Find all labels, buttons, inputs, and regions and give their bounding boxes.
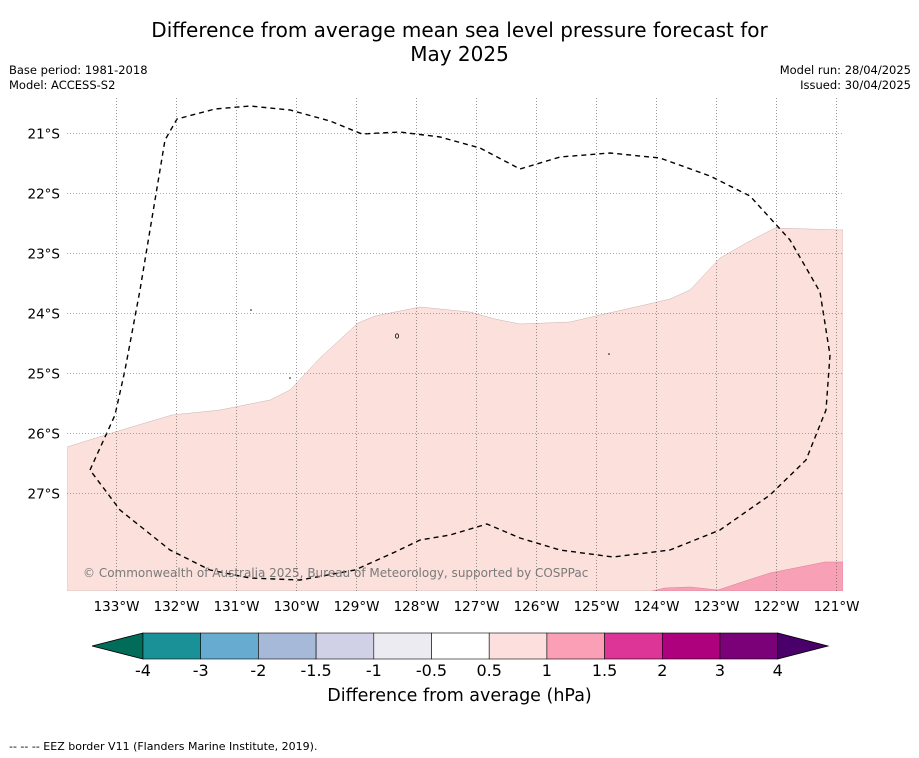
colorbar-tick-label: 1 — [542, 661, 552, 680]
colorbar-tick-label: -1.5 — [300, 661, 331, 680]
colorbar-tick-label: -0.5 — [416, 661, 447, 680]
graticule — [67, 98, 843, 591]
eez-footnote: -- -- -- EEZ border V11 (Flanders Marine… — [9, 740, 318, 753]
colorbar-segment — [200, 632, 259, 660]
model-name: Model: ACCESS-S2 — [9, 78, 116, 92]
meta-left: Base period: 1981-2018 Model: ACCESS-S2 — [9, 63, 148, 93]
colorbar-segment — [142, 632, 202, 660]
longitude-label: 121°W — [814, 599, 860, 615]
colorbar-under-arrow — [91, 632, 144, 660]
colorbar-tick-label: 0.5 — [476, 661, 501, 680]
colorbar-tick-label: 1.5 — [592, 661, 617, 680]
longitude-label: 129°W — [334, 599, 380, 615]
title-line-1: Difference from average mean sea level p… — [151, 18, 768, 42]
colorbar: -4 -3 -2 -1.5 -1 -0.5 0.5 1 1.5 2 3 4 — [91, 632, 830, 680]
model-run: Model run: 28/04/2025 — [779, 63, 911, 77]
island-marker — [394, 333, 399, 339]
latitude-label: 22°S — [28, 187, 61, 203]
colorbar-segment — [258, 632, 317, 660]
issued-date: Issued: 30/04/2025 — [800, 78, 911, 92]
longitude-label: 123°W — [694, 599, 740, 615]
latitude-label: 21°S — [28, 127, 61, 143]
colorbar-over-arrow — [777, 632, 830, 660]
colorbar-tick-label: -1 — [366, 661, 382, 680]
copyright-notice: © Commonwealth of Australia 2025, Bureau… — [83, 566, 588, 580]
longitude-label: 122°W — [754, 599, 800, 615]
longitude-label: 126°W — [514, 599, 560, 615]
colorbar-segment — [488, 632, 548, 660]
meta-right: Model run: 28/04/2025 Issued: 30/04/2025 — [780, 63, 911, 93]
longitude-labels: 133°W 132°W 131°W 130°W 129°W 128°W 127°W 126°W… — [94, 599, 860, 615]
latitude-label: 27°S — [28, 487, 61, 503]
latitude-labels: 21°S 22°S 23°S 24°S 25°S 26°S 27°S — [28, 127, 61, 503]
latitude-label: 25°S — [28, 367, 61, 383]
anomaly-region-1-to-1-5 — [651, 561, 843, 591]
anomaly-region-0-5-to-1 — [67, 227, 843, 591]
colorbar-segment — [546, 632, 605, 660]
longitude-label: 125°W — [574, 599, 620, 615]
longitude-label: 132°W — [154, 599, 200, 615]
latitude-label: 23°S — [28, 247, 61, 263]
title-line-2: May 2025 — [410, 42, 509, 66]
eez-border — [89, 105, 831, 581]
colorbar-tick-label: 2 — [657, 661, 667, 680]
colorbar-tick-label: -2 — [250, 661, 266, 680]
colorbar-tick-label: 3 — [715, 661, 725, 680]
longitude-label: 133°W — [94, 599, 140, 615]
colorbar-tick-label: 4 — [773, 661, 783, 680]
colorbar-segment — [604, 632, 663, 660]
colorbar-segment — [431, 632, 490, 660]
map-title: Difference from average mean sea level p… — [0, 18, 919, 66]
longitude-label: 130°W — [274, 599, 320, 615]
map-area: © Commonwealth of Australia 2025, Bureau… — [67, 98, 843, 591]
base-period: Base period: 1981-2018 — [9, 63, 148, 77]
longitude-label: 128°W — [394, 599, 440, 615]
latitude-label: 26°S — [28, 427, 61, 443]
colorbar-segment — [661, 632, 721, 660]
island-marker — [289, 377, 291, 379]
colorbar-tick-label: -4 — [135, 661, 151, 680]
colorbar-segment — [719, 632, 779, 660]
colorbar-segment — [315, 632, 375, 660]
latitude-label: 24°S — [28, 307, 61, 323]
island-marker — [250, 309, 252, 311]
longitude-label: 131°W — [214, 599, 260, 615]
longitude-label: 124°W — [634, 599, 680, 615]
colorbar-tick-label: -3 — [193, 661, 209, 680]
longitude-label: 127°W — [454, 599, 500, 615]
island-marker — [608, 353, 610, 355]
colorbar-title: Difference from average (hPa) — [327, 686, 592, 706]
colorbar-segment — [373, 632, 432, 660]
